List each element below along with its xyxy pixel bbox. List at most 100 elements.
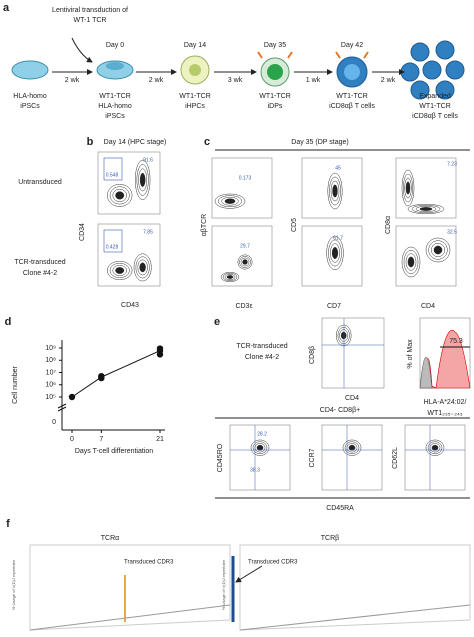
layout-shapes — [11, 37, 471, 631]
contour — [433, 245, 443, 255]
label: Day 35 — [264, 42, 286, 49]
y-tick-label: 10⁵ — [45, 394, 56, 401]
flow-plot — [301, 225, 363, 287]
contour — [224, 274, 236, 280]
contour — [428, 240, 448, 260]
x-tick-label: 21 — [156, 436, 164, 443]
contour — [427, 441, 443, 455]
axis-label: CD8α — [385, 216, 392, 234]
axis-label: CD45RO — [217, 443, 224, 472]
y-tick-label: 10⁷ — [46, 369, 57, 376]
contour — [326, 235, 344, 271]
label: iHPCs — [185, 103, 205, 110]
label: e — [214, 316, 220, 328]
contour — [221, 196, 239, 206]
contour — [107, 260, 133, 281]
contour — [242, 259, 248, 265]
label: WT1-TCR — [99, 93, 131, 100]
gate-value: 61.7 — [333, 235, 343, 241]
label: WT1₂₃₅₋₂₄₃ — [427, 410, 462, 417]
point — [98, 372, 105, 380]
contour — [224, 198, 236, 204]
y-tick-label: 10⁹ — [45, 345, 56, 352]
flow-plot — [395, 225, 457, 287]
trend-line — [71, 350, 161, 398]
contour — [138, 168, 148, 192]
contour — [134, 159, 151, 200]
contour — [331, 247, 339, 259]
contour — [115, 267, 125, 274]
contour — [220, 271, 240, 283]
contour — [218, 195, 242, 208]
axis-label: CD62L — [392, 447, 399, 469]
label: HLA-homo — [13, 93, 47, 100]
contour — [256, 444, 264, 451]
contour — [348, 444, 356, 451]
label: iPSCs — [20, 103, 40, 110]
contour — [135, 256, 150, 279]
label: Day 0 — [106, 42, 124, 49]
gate-value: 7.23 — [447, 161, 457, 167]
y-tick-label: 0 — [52, 419, 56, 426]
axis-label: % of Max — [407, 339, 414, 369]
annotation: Transduced CDR3 — [124, 560, 174, 566]
contour — [407, 203, 445, 215]
axis-label: CD34 — [79, 223, 86, 241]
gate-value: 0.548 — [106, 172, 119, 178]
contour — [342, 439, 362, 456]
label: f — [6, 518, 10, 530]
gate — [103, 229, 123, 253]
contour — [109, 262, 130, 279]
gate-value: 38.3 — [250, 467, 260, 473]
flow-plot — [97, 151, 161, 215]
contour — [136, 164, 149, 196]
contour — [401, 169, 415, 207]
label: Day 42 — [341, 42, 363, 49]
label: iDPs — [268, 103, 283, 110]
label: Clone #4-2 — [23, 270, 57, 277]
label: HLA-A*24:02/ — [424, 399, 467, 406]
label: Clone #4-2 — [245, 354, 279, 361]
contour — [328, 239, 342, 267]
label: WT1-TCR — [259, 93, 291, 100]
flow-plot — [321, 424, 383, 491]
contour — [415, 206, 437, 212]
contour — [107, 183, 133, 207]
contour — [339, 329, 349, 342]
contour — [330, 180, 340, 202]
contour — [332, 184, 338, 198]
contour — [404, 177, 412, 199]
contour — [214, 193, 246, 209]
label: iCD8αβ T cells — [329, 103, 375, 110]
contour — [115, 191, 125, 200]
point — [68, 393, 76, 401]
label: Untransduced — [18, 179, 62, 186]
axis-label: % Usage of V(D)J repertoire — [221, 559, 226, 610]
contour — [112, 188, 127, 202]
gate-value: 28.2 — [257, 431, 267, 437]
label: 3 wk — [228, 77, 243, 84]
label: Day 14 (HPC stage) — [104, 139, 167, 146]
axis-label: Cell number — [12, 365, 19, 403]
label: TCR-transduced — [14, 259, 65, 266]
flow-plot — [229, 424, 291, 491]
point — [156, 345, 164, 352]
gate-value: 32.5 — [447, 229, 457, 235]
contour — [329, 176, 341, 206]
contour — [330, 243, 340, 263]
gate-value: 0.428 — [106, 244, 119, 250]
x-tick-label: 7 — [99, 436, 103, 443]
contour — [425, 237, 451, 263]
contour — [419, 207, 433, 211]
flow-plot — [404, 424, 466, 491]
contour — [327, 172, 343, 210]
annotation: Transduced CDR3 — [248, 560, 298, 566]
label: Lentiviral transduction of — [52, 7, 128, 14]
contour — [133, 253, 152, 282]
contour — [336, 324, 352, 347]
axis-label: % Usage of V(D)J repertoire — [11, 559, 16, 610]
label: CD3ε — [235, 303, 252, 310]
contour — [403, 250, 419, 274]
contour — [239, 256, 251, 268]
